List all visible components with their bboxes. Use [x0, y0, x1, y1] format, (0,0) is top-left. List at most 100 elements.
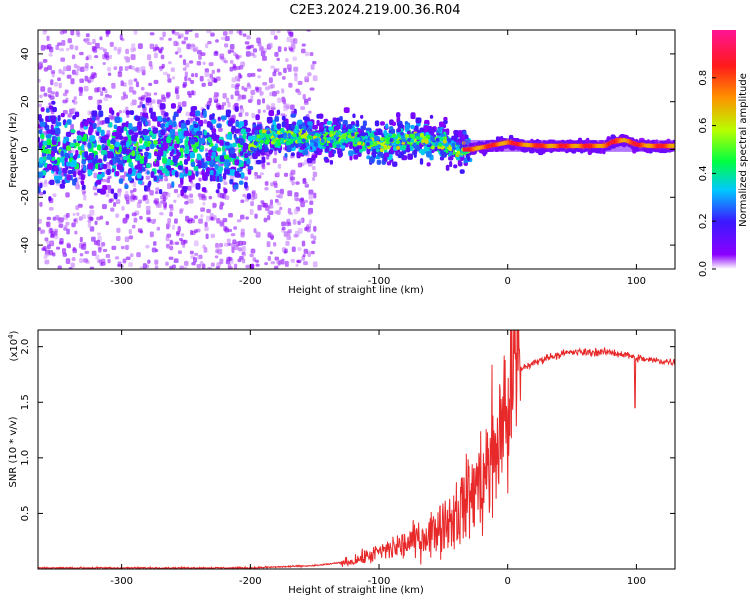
heatmap-cell — [40, 44, 46, 51]
heatmap-cell — [193, 46, 199, 52]
heatmap-cell — [73, 63, 78, 69]
heatmap-cell — [74, 71, 79, 76]
heatmap-cell — [329, 159, 334, 165]
heatmap-cell — [392, 133, 397, 138]
heatmap-cell — [209, 125, 214, 130]
heatmap-cell — [141, 104, 146, 109]
heatmap-cell — [250, 44, 254, 49]
heatmap-cell — [301, 43, 306, 47]
heatmap-cell — [287, 229, 293, 234]
heatmap-cell — [255, 159, 262, 165]
heatmap-cell — [483, 144, 487, 149]
heatmap-cell — [190, 106, 195, 114]
heatmap-cell — [115, 213, 120, 218]
heatmap-cell — [244, 41, 250, 45]
heatmap-cell — [194, 32, 199, 38]
heatmap-cell — [445, 164, 450, 171]
heatmap-cell — [207, 41, 212, 45]
heatmap-cell — [145, 97, 152, 103]
heatmap-cell — [154, 151, 158, 157]
heatmap-cell — [293, 234, 299, 238]
heatmap-cell — [264, 181, 269, 186]
heatmap-cell — [267, 255, 272, 261]
heatmap-cell — [421, 138, 426, 143]
heatmap-cell — [146, 170, 150, 175]
heatmap-cell — [130, 47, 135, 53]
heatmap-cell — [65, 141, 70, 146]
heatmap-cell — [228, 256, 233, 261]
heatmap-cell — [245, 51, 251, 57]
heatmap-cell — [297, 247, 302, 251]
heatmap-cell — [77, 146, 83, 151]
heatmap-cell — [171, 181, 175, 188]
heatmap-cell — [115, 170, 120, 177]
heatmap-cell — [92, 122, 97, 130]
heatmap-cell — [145, 198, 150, 204]
heatmap-cell — [136, 202, 142, 208]
heatmap-cell — [160, 129, 166, 136]
heatmap-cell — [570, 143, 573, 148]
heatmap-cell — [223, 181, 228, 185]
heatmap-cell — [138, 164, 142, 172]
heatmap-cell — [267, 42, 273, 49]
heatmap-cell — [518, 142, 521, 147]
heatmap-cell — [62, 66, 68, 72]
heatmap-cell — [73, 218, 77, 223]
heatmap-cell — [290, 152, 295, 157]
heatmap-cell — [106, 185, 112, 190]
heatmap-cell — [301, 255, 306, 261]
heatmap-cell — [122, 82, 127, 87]
heatmap-cell — [65, 212, 70, 218]
heatmap-cell — [65, 192, 70, 198]
heatmap-cell — [360, 114, 364, 119]
heatmap-cell — [255, 259, 259, 263]
heatmap-cell — [93, 172, 98, 179]
heatmap-cell — [289, 172, 294, 178]
heatmap-cell — [148, 107, 153, 114]
heatmap-cell — [270, 103, 276, 109]
heatmap-cell — [281, 226, 286, 231]
heatmap-cell — [133, 30, 138, 35]
heatmap-cell — [266, 162, 271, 166]
heatmap-cell — [122, 217, 128, 223]
heatmap-cell — [247, 168, 252, 175]
heatmap-cell — [62, 167, 67, 174]
heatmap-cell — [636, 142, 639, 147]
heatmap-cell — [73, 96, 77, 100]
heatmap-cell — [447, 138, 452, 143]
heatmap-cell — [197, 255, 202, 260]
heatmap-cell — [211, 69, 215, 74]
heatmap-cell — [199, 137, 205, 144]
heatmap-cell — [139, 266, 144, 269]
heatmap-cell — [179, 172, 184, 178]
heatmap-cell — [96, 174, 103, 180]
heatmap-cell — [129, 253, 134, 258]
heatmap-cell — [193, 166, 199, 171]
heatmap-cell — [176, 138, 180, 145]
heatmap-cell — [290, 143, 295, 148]
heatmap-cell — [202, 244, 206, 249]
heatmap-cell — [284, 260, 289, 267]
heatmap-cell — [272, 158, 277, 164]
heatmap-cell — [528, 143, 531, 148]
heatmap-cell — [153, 79, 159, 85]
heatmap-cell — [50, 230, 55, 236]
heatmap-cell — [132, 126, 138, 132]
heatmap-cell — [311, 130, 316, 135]
heatmap-cell — [88, 95, 93, 101]
heatmap-cell — [42, 148, 48, 154]
heatmap-cell — [189, 193, 194, 198]
heatmap-cell — [198, 54, 202, 60]
heatmap-cell — [43, 181, 48, 187]
heatmap-cell — [226, 97, 230, 103]
heatmap-cell — [276, 109, 281, 116]
heatmap-cell — [256, 99, 261, 106]
heatmap-cell — [299, 218, 304, 223]
heatmap-cell — [198, 218, 203, 224]
heatmap-cell — [333, 125, 339, 133]
heatmap-cell — [224, 36, 230, 42]
heatmap-cell — [295, 263, 299, 267]
heatmap-cell — [274, 265, 279, 269]
heatmap-cell — [91, 250, 97, 257]
heatmap-cell — [38, 227, 42, 231]
